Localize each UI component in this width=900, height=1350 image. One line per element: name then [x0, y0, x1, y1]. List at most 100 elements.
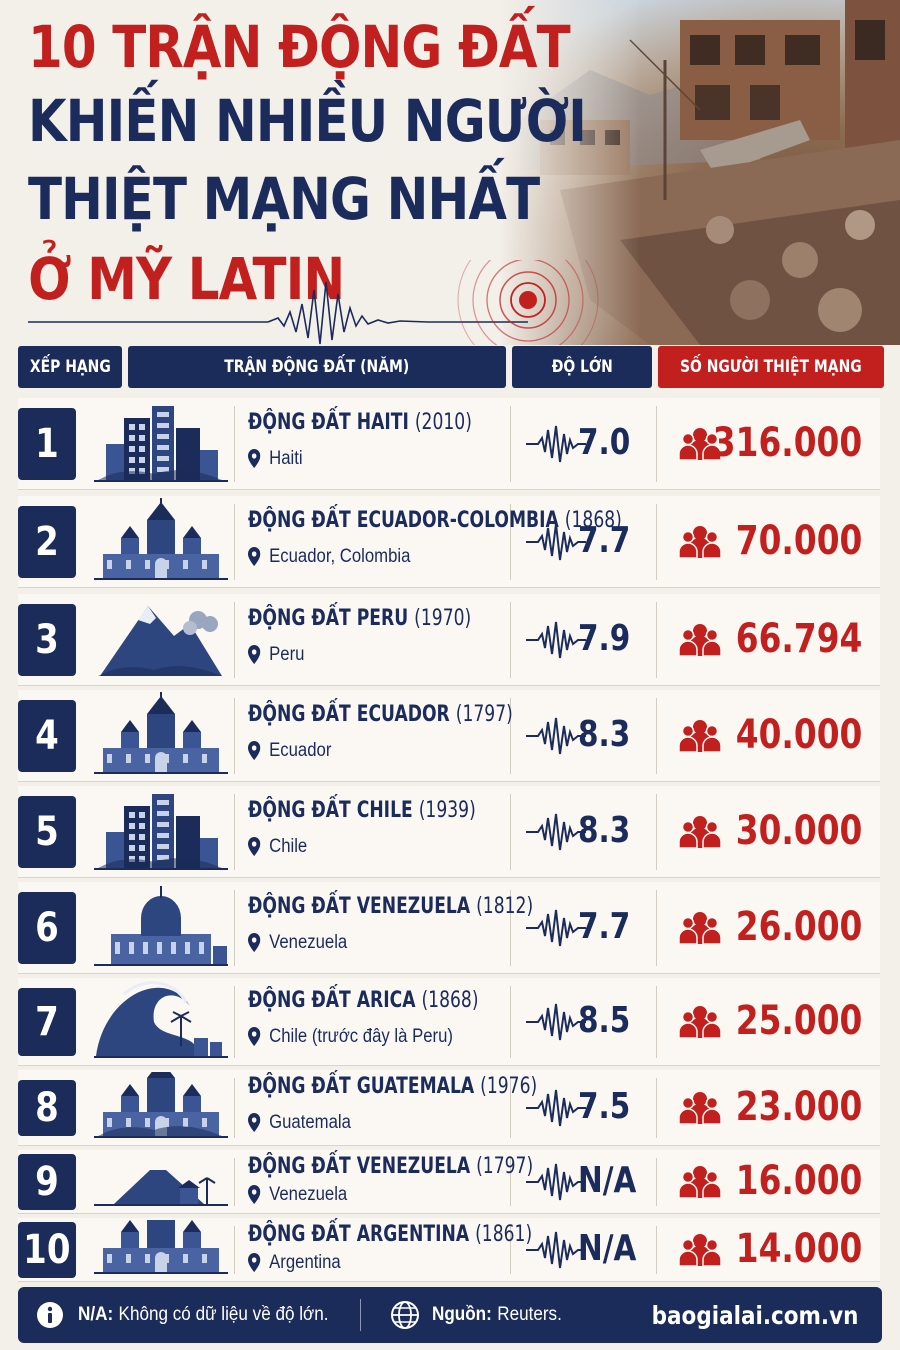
church-illustration [94, 692, 228, 774]
earthquake-location: Chile [248, 836, 307, 858]
death-toll: 25.000 [735, 998, 862, 1044]
rank-number: 5 [35, 809, 59, 855]
footer-source: Nguồn: Reuters. [390, 1287, 576, 1343]
people-icon [678, 624, 722, 657]
magnitude-value: 7.9 [578, 618, 631, 659]
column-divider [656, 890, 657, 966]
earthquake-name: ĐỘNG ĐẤT GUATEMALA (1976) [248, 1074, 538, 1099]
earthquake-year: (1812) [476, 894, 534, 919]
cathedral-illustration [94, 498, 228, 580]
location-text: Argentina [269, 1252, 341, 1273]
col-header-deaths: SỐ NGƯỜI THIỆT MẠNG [658, 346, 884, 388]
title-line-3: THIỆT MẠNG NHẤT [28, 165, 540, 233]
rank-badge: 1 [18, 408, 76, 480]
people-icon [678, 912, 722, 945]
magnitude-value: 7.7 [578, 520, 631, 561]
location-pin-icon [248, 1113, 261, 1132]
rank-badge: 2 [18, 506, 76, 578]
column-divider [510, 986, 511, 1058]
death-toll: 16.000 [735, 1158, 862, 1204]
earthquake-location: Venezuela [248, 1184, 347, 1206]
column-divider [234, 794, 235, 870]
seismic-wave-icon [526, 1003, 586, 1041]
rank-badge: 6 [18, 892, 76, 964]
earthquake-year: (1797) [455, 702, 513, 727]
people-icon [678, 526, 722, 559]
ruined-city-illustration [94, 794, 228, 870]
rank-badge: 7 [18, 988, 76, 1056]
rank-number: 6 [35, 905, 59, 951]
table-row: 4 ĐỘNG ĐẤT ECUADOR (1797) Ecuador 8.3 40… [18, 690, 880, 782]
location-pin-icon [248, 645, 261, 664]
location-pin-icon [248, 1185, 261, 1204]
column-divider [510, 1226, 511, 1274]
column-divider [656, 698, 657, 774]
magnitude-value: 8.3 [578, 810, 631, 851]
rank-number: 4 [35, 713, 59, 759]
earthquake-year: (2010) [414, 410, 472, 435]
col-header-magnitude: ĐỘ LỚN [512, 346, 652, 388]
rank-number: 7 [35, 999, 59, 1045]
table-row: 8 ĐỘNG ĐẤT GUATEMALA (1976) Guatemala 7.… [18, 1070, 880, 1146]
column-divider [656, 602, 657, 678]
location-text: Chile [269, 836, 308, 857]
earthquake-location: Peru [248, 644, 304, 666]
site-name[interactable]: baogialai.com.vn [651, 1300, 858, 1330]
table-row: 2 ĐỘNG ĐẤT ECUADOR-COLOMBIA (1868) Ecuad… [18, 496, 880, 588]
rank-number: 9 [35, 1159, 59, 1205]
rank-badge: 8 [18, 1080, 76, 1136]
people-icon [678, 1234, 722, 1267]
seismic-wave-icon [526, 1089, 586, 1127]
column-divider [656, 1158, 657, 1206]
col-header-earthquake: TRẬN ĐỘNG ĐẤT (NĂM) [128, 346, 506, 388]
mountain-illustration [98, 606, 222, 676]
earthquake-name: ĐỘNG ĐẤT ECUADOR-COLOMBIA (1868) [248, 508, 622, 533]
people-icon [678, 816, 722, 849]
footer-divider [360, 1299, 361, 1331]
title-line-4: Ở MỸ LATIN [28, 245, 345, 313]
death-toll: 70.000 [735, 518, 862, 564]
seismic-wave-icon [526, 717, 586, 755]
table-row: 3 ĐỘNG ĐẤT PERU (1970) Peru 7.9 66.794 [18, 594, 880, 686]
earthquake-name: ĐỘNG ĐẤT VENEZUELA (1797) [248, 1154, 534, 1179]
location-pin-icon [248, 1253, 261, 1272]
seismic-wave-icon [526, 425, 586, 463]
title-line-1: 10 TRẬN ĐỘNG ĐẤT [28, 13, 571, 81]
column-divider [656, 794, 657, 870]
table-row: 1 ĐỘNG ĐẤT HAITI (2010) Haiti 7.0 316.00… [18, 398, 880, 490]
rank-number: 2 [35, 519, 59, 565]
seismograph-epicenter-graphic [28, 260, 599, 345]
earthquake-location: Haiti [248, 448, 303, 470]
domed-church-illustration [94, 886, 228, 966]
people-icon [678, 428, 722, 461]
rank-badge: 9 [18, 1154, 76, 1210]
magnitude-value: N/A [578, 1160, 637, 1201]
death-toll: 26.000 [735, 904, 862, 950]
earthquake-rubble-photo [500, 0, 900, 345]
info-icon [37, 1302, 63, 1328]
earthquake-name: ĐỘNG ĐẤT PERU (1970) [248, 606, 472, 631]
earthquake-year: (1861) [475, 1222, 533, 1247]
column-divider [510, 794, 511, 870]
location-pin-icon [248, 741, 261, 760]
magnitude-value: 8.3 [578, 714, 631, 755]
people-icon [678, 1092, 722, 1125]
earthquake-year: (1868) [564, 508, 622, 533]
magnitude-value: N/A [578, 1228, 637, 1269]
earthquake-name: ĐỘNG ĐẤT ARICA (1868) [248, 988, 479, 1013]
note-text: Không có dữ liệu về độ lớn. [118, 1304, 329, 1325]
location-pin-icon [248, 547, 261, 566]
earthquake-name: ĐỘNG ĐẤT CHILE (1939) [248, 798, 476, 823]
globe-icon [391, 1301, 419, 1329]
death-toll: 23.000 [735, 1084, 862, 1130]
earthquake-year: (1939) [418, 798, 476, 823]
earthquake-name: ĐỘNG ĐẤT ECUADOR (1797) [248, 702, 513, 727]
earthquake-year: (1976) [480, 1074, 538, 1099]
column-divider [656, 504, 657, 580]
column-divider [234, 504, 235, 580]
rank-badge: 3 [18, 604, 76, 676]
column-divider [510, 890, 511, 966]
death-toll: 14.000 [735, 1226, 862, 1272]
earthquake-location: Ecuador [248, 740, 331, 762]
magnitude-value: 7.5 [578, 1086, 631, 1127]
